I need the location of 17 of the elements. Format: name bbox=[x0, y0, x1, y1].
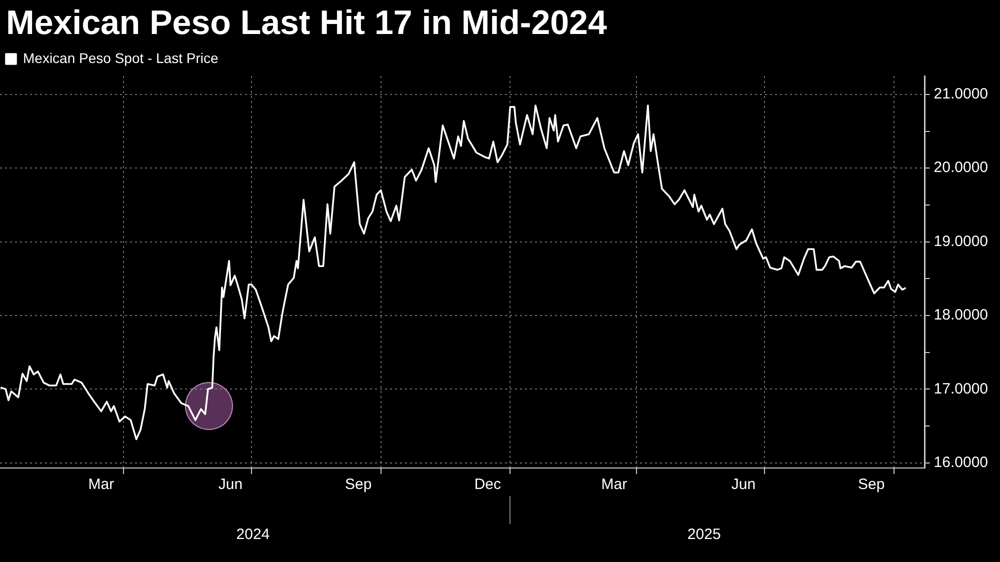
x-tick-label: Jun bbox=[218, 476, 243, 494]
y-tick-label: 20.0000 bbox=[934, 159, 988, 176]
x-tick-label: Mar bbox=[601, 476, 628, 494]
x-tick-label: Jun bbox=[731, 476, 756, 494]
y-tick-label: 21.0000 bbox=[934, 86, 988, 103]
x-tick-label: Dec bbox=[474, 476, 502, 494]
legend-label: Mexican Peso Spot - Last Price bbox=[23, 50, 219, 66]
y-tick-label: 19.0000 bbox=[934, 232, 988, 250]
y-tick-label: 17.0000 bbox=[934, 380, 988, 398]
x-tick-label: Sep bbox=[345, 476, 372, 494]
x-tick-label: Sep bbox=[858, 476, 885, 494]
y-tick-label: 18.0000 bbox=[934, 306, 988, 324]
chart-title: Mexican Peso Last Hit 17 in Mid-2024 bbox=[6, 4, 607, 43]
x-tick-label: Mar bbox=[88, 476, 114, 494]
x2-tick-label: 2024 bbox=[236, 526, 270, 544]
x2-tick-label: 2025 bbox=[687, 526, 721, 544]
y-tick-label: 16.0000 bbox=[934, 454, 988, 471]
